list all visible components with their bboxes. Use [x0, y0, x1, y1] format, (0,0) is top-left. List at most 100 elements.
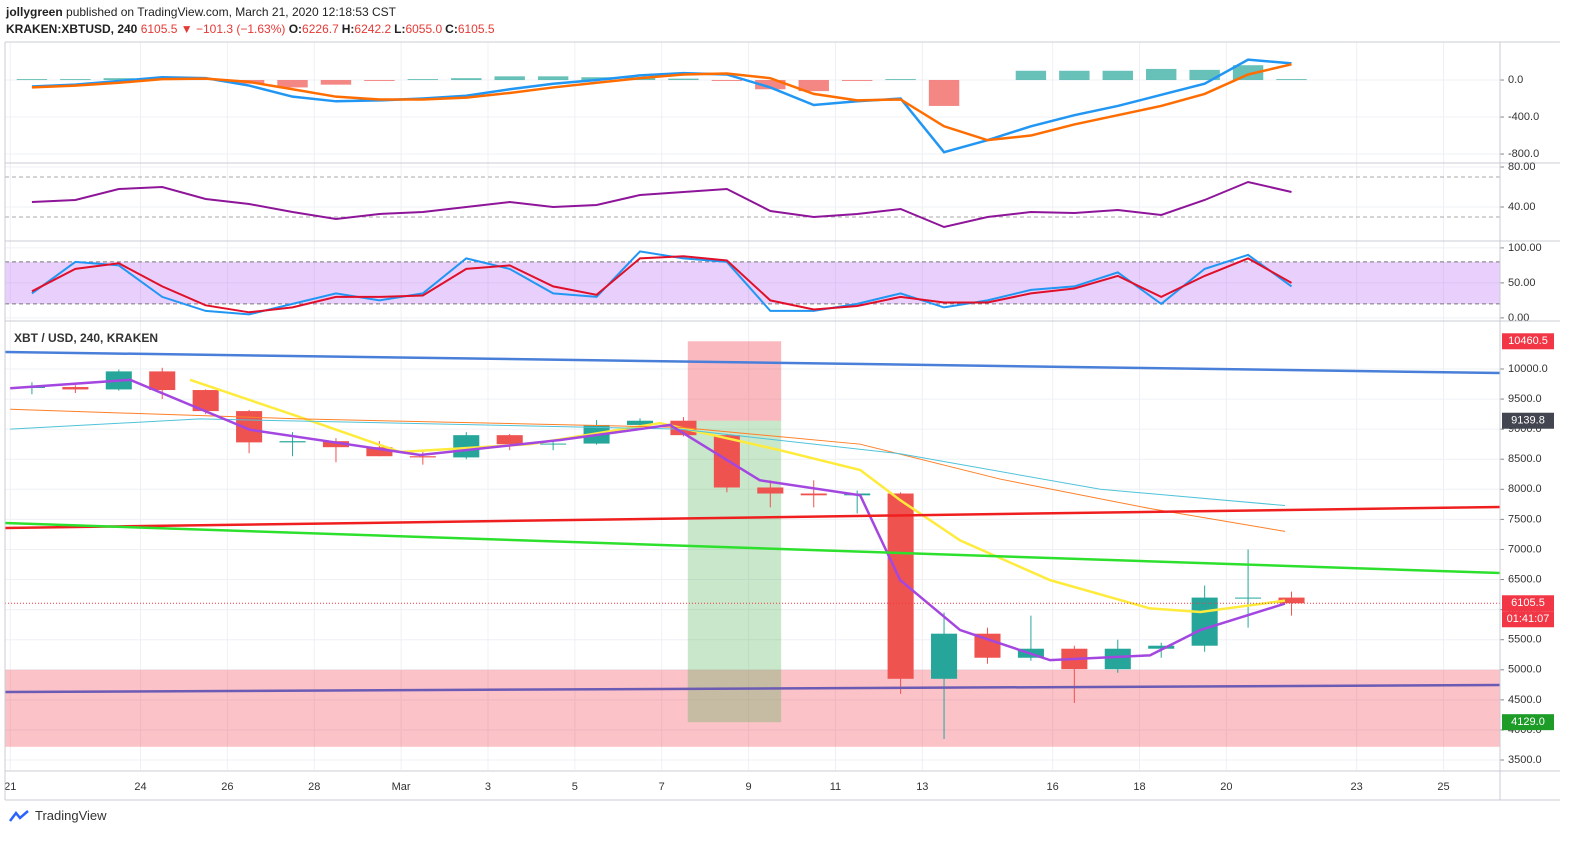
y-tick-label: 0.00 — [1508, 312, 1529, 324]
line — [31, 63, 1292, 142]
candle-body — [1278, 597, 1305, 604]
candle-body — [931, 633, 958, 679]
zone — [5, 669, 1500, 747]
candle-body — [496, 435, 523, 445]
y-tick-label: 10000.0 — [1508, 363, 1548, 375]
brand: TradingView — [35, 808, 107, 823]
publish-line: jollygreen published on TradingView.com,… — [6, 4, 498, 21]
y-tick-label: 8000.0 — [1508, 483, 1542, 495]
histogram-bar — [581, 77, 612, 81]
histogram-bar — [320, 80, 352, 85]
ohlc-label: L: — [394, 22, 406, 36]
line — [31, 180, 1292, 229]
published: published on TradingView.com, March 21, … — [66, 5, 397, 19]
panel-title: XBT / USD, 240, KRAKEN — [14, 331, 158, 345]
x-tick-label: 21 — [4, 781, 16, 793]
price-label-box — [1502, 412, 1554, 429]
header: jollygreen published on TradingView.com,… — [6, 4, 498, 38]
histogram-bar — [1276, 79, 1307, 81]
histogram-bar — [711, 80, 743, 81]
y-tick-label: 8500.0 — [1508, 453, 1542, 465]
price-label: 6105.5 — [1511, 597, 1545, 609]
price-label: 4129.0 — [1511, 716, 1545, 728]
histogram-bar — [494, 76, 525, 81]
y-tick-label: 7500.0 — [1508, 513, 1542, 525]
ohlc-value: 6226.7 — [302, 22, 339, 36]
x-tick-label: 18 — [1133, 781, 1145, 793]
footer: TradingView — [8, 808, 107, 823]
ohlc-label: H: — [341, 22, 355, 36]
histogram-bar — [364, 80, 395, 81]
histogram-bar — [60, 79, 91, 81]
panel — [5, 247, 1500, 319]
y-tick-label: 6500.0 — [1508, 573, 1542, 585]
price-label-box — [1502, 714, 1554, 731]
histogram-bar — [1146, 68, 1177, 81]
candle-body — [1235, 597, 1262, 599]
x-tick-label: 7 — [659, 781, 665, 793]
candle-body — [366, 447, 393, 457]
x-tick-label: Mar — [392, 781, 411, 793]
x-tick-label: 24 — [134, 781, 146, 793]
ohlc-value: 6105.5 — [457, 22, 495, 36]
candle-body — [626, 420, 654, 425]
histogram-bar — [668, 78, 699, 81]
x-tick-label: 11 — [830, 781, 841, 793]
last-price: 6105.5 — [140, 22, 178, 36]
x-tick-label: 9 — [746, 781, 752, 793]
histogram-bar — [451, 78, 482, 81]
candle-body — [322, 441, 349, 448]
y-tick-label: 4500.0 — [1508, 694, 1542, 706]
histogram-bar — [841, 80, 873, 81]
candle-body — [800, 493, 827, 496]
histogram-bar — [798, 80, 829, 92]
ohlc-value: 6242.2 — [354, 22, 392, 36]
histogram-bar — [103, 78, 134, 81]
line — [10, 418, 1286, 507]
price-label: 9139.8 — [1511, 415, 1545, 427]
logo — [9, 809, 29, 822]
countdown-box — [1502, 611, 1554, 628]
author: jollygreen — [6, 5, 63, 19]
x-tick-label: 13 — [916, 781, 928, 793]
ohlc-label: C: — [445, 22, 458, 36]
y-tick-label: 0.0 — [1508, 74, 1523, 86]
ohlc-value: 6055.0 — [405, 22, 443, 36]
panel — [5, 166, 1500, 229]
histogram-bar — [1102, 70, 1133, 81]
x-tick-label: 26 — [221, 781, 233, 793]
line — [10, 378, 1286, 662]
ohlc: O:6226.7 H:6242.2 L:6055.0 C:6105.5 — [289, 22, 498, 36]
position-loss — [687, 341, 782, 421]
candle-body — [974, 633, 1001, 658]
price-label-box — [1502, 333, 1554, 350]
symbol-line: KRAKEN:XBTUSD, 240 6105.5 ▼ −101.3 (−1.6… — [6, 21, 498, 38]
price-label: 10460.5 — [1508, 335, 1548, 347]
y-tick-label: 5000.0 — [1508, 664, 1542, 676]
countdown: 01:41:07 — [1507, 613, 1550, 625]
line — [10, 408, 1286, 532]
line — [5, 521, 1500, 575]
histogram-bar — [885, 79, 916, 81]
line — [5, 350, 1500, 375]
x-tick-label: 3 — [485, 781, 491, 793]
histogram-bar — [1232, 65, 1264, 81]
panel — [5, 341, 1500, 761]
candle-body — [540, 443, 567, 445]
candle-body — [1148, 645, 1175, 649]
y-tick-label: 40.00 — [1508, 201, 1536, 213]
y-tick-label: 5500.0 — [1508, 634, 1542, 646]
ohlc-label: O: — [288, 22, 303, 36]
line — [5, 505, 1500, 530]
x-tick-label: 25 — [1437, 781, 1449, 793]
candle-body — [1191, 597, 1218, 646]
candle-body — [409, 456, 436, 458]
price-label-box — [1502, 595, 1554, 612]
symbol: KRAKEN:XBTUSD, 240 — [6, 22, 138, 36]
y-tick-label: 50.00 — [1508, 277, 1536, 289]
change: ▼ −101.3 (−1.63%) — [180, 22, 286, 36]
x-tick-label: 5 — [572, 781, 578, 793]
y-tick-label: -800.0 — [1508, 148, 1539, 160]
candle-body — [279, 441, 306, 443]
